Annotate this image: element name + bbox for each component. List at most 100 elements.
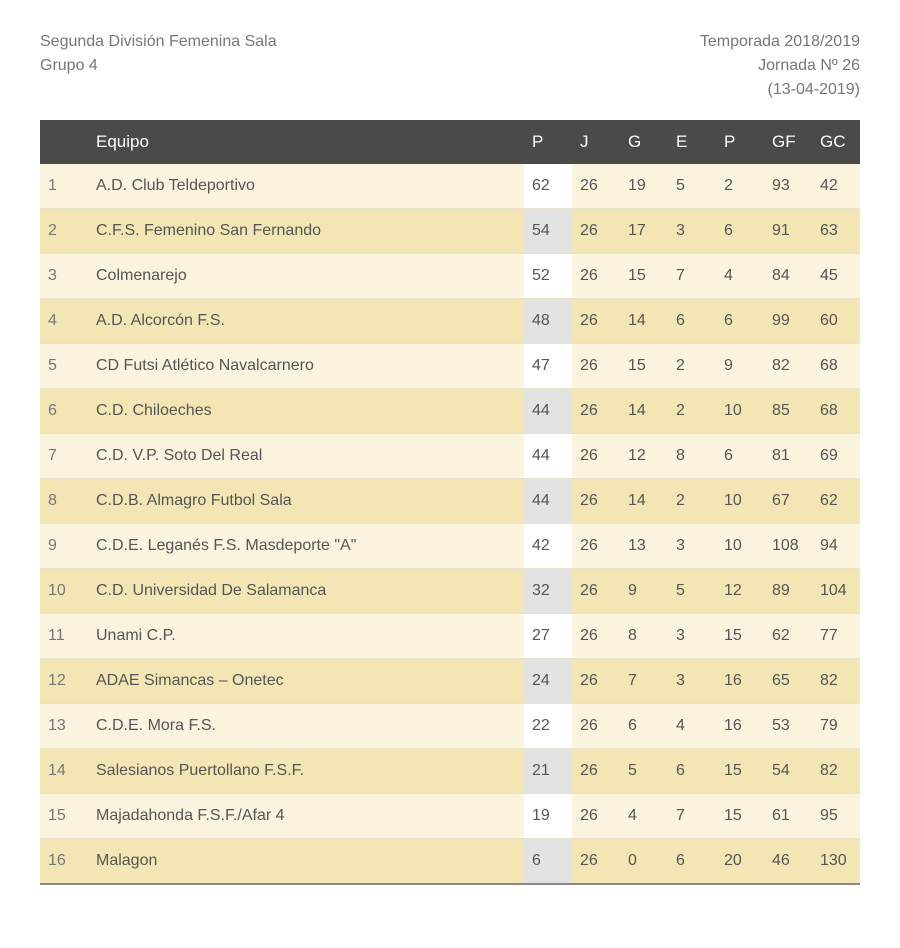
cell-lost: 15 xyxy=(716,794,764,839)
cell-lost: 16 xyxy=(716,659,764,704)
cell-gc: 130 xyxy=(812,839,860,885)
cell-points: 21 xyxy=(524,749,572,794)
cell-points: 42 xyxy=(524,524,572,569)
cell-gf: 93 xyxy=(764,164,812,209)
cell-gc: 79 xyxy=(812,704,860,749)
cell-played: 26 xyxy=(572,209,620,254)
cell-gc: 82 xyxy=(812,749,860,794)
cell-played: 26 xyxy=(572,794,620,839)
cell-gf: 46 xyxy=(764,839,812,885)
cell-gc: 42 xyxy=(812,164,860,209)
cell-gc: 68 xyxy=(812,344,860,389)
cell-lost: 6 xyxy=(716,434,764,479)
cell-points: 47 xyxy=(524,344,572,389)
cell-won: 12 xyxy=(620,434,668,479)
cell-gc: 94 xyxy=(812,524,860,569)
cell-lost: 20 xyxy=(716,839,764,885)
col-gf: GF xyxy=(764,120,812,164)
cell-won: 13 xyxy=(620,524,668,569)
cell-points: 19 xyxy=(524,794,572,839)
cell-rank: 3 xyxy=(40,254,88,299)
cell-gc: 60 xyxy=(812,299,860,344)
cell-rank: 7 xyxy=(40,434,88,479)
cell-lost: 6 xyxy=(716,209,764,254)
cell-played: 26 xyxy=(572,389,620,434)
table-row: 2C.F.S. Femenino San Fernando54261736916… xyxy=(40,209,860,254)
cell-won: 6 xyxy=(620,704,668,749)
cell-gc: 62 xyxy=(812,479,860,524)
cell-lost: 10 xyxy=(716,524,764,569)
cell-draw: 2 xyxy=(668,344,716,389)
cell-rank: 16 xyxy=(40,839,88,885)
cell-team: ADAE Simancas – Onetec xyxy=(88,659,524,704)
cell-gc: 45 xyxy=(812,254,860,299)
cell-played: 26 xyxy=(572,614,620,659)
col-rank xyxy=(40,120,88,164)
cell-draw: 3 xyxy=(668,209,716,254)
cell-team: CD Futsi Atlético Navalcarnero xyxy=(88,344,524,389)
cell-won: 9 xyxy=(620,569,668,614)
cell-played: 26 xyxy=(572,659,620,704)
date-label: (13-04-2019) xyxy=(700,78,860,102)
cell-lost: 10 xyxy=(716,479,764,524)
group-name: Grupo 4 xyxy=(40,54,277,78)
cell-lost: 2 xyxy=(716,164,764,209)
col-lost: P xyxy=(716,120,764,164)
cell-team: A.D. Club Teldeportivo xyxy=(88,164,524,209)
cell-draw: 6 xyxy=(668,749,716,794)
cell-lost: 4 xyxy=(716,254,764,299)
cell-draw: 6 xyxy=(668,839,716,885)
col-points: P xyxy=(524,120,572,164)
cell-won: 7 xyxy=(620,659,668,704)
cell-points: 24 xyxy=(524,659,572,704)
cell-gf: 82 xyxy=(764,344,812,389)
cell-gf: 85 xyxy=(764,389,812,434)
cell-draw: 3 xyxy=(668,659,716,704)
cell-gc: 69 xyxy=(812,434,860,479)
table-row: 3Colmenarejo522615748445 xyxy=(40,254,860,299)
cell-points: 44 xyxy=(524,479,572,524)
cell-rank: 12 xyxy=(40,659,88,704)
cell-rank: 13 xyxy=(40,704,88,749)
cell-won: 0 xyxy=(620,839,668,885)
cell-won: 15 xyxy=(620,344,668,389)
cell-rank: 4 xyxy=(40,299,88,344)
cell-won: 15 xyxy=(620,254,668,299)
cell-draw: 7 xyxy=(668,794,716,839)
cell-team: C.D.B. Almagro Futbol Sala xyxy=(88,479,524,524)
cell-played: 26 xyxy=(572,299,620,344)
cell-lost: 12 xyxy=(716,569,764,614)
cell-played: 26 xyxy=(572,839,620,885)
cell-draw: 4 xyxy=(668,704,716,749)
cell-gc: 77 xyxy=(812,614,860,659)
cell-rank: 8 xyxy=(40,479,88,524)
cell-team: Majadahonda F.S.F./Afar 4 xyxy=(88,794,524,839)
cell-draw: 8 xyxy=(668,434,716,479)
cell-won: 4 xyxy=(620,794,668,839)
cell-team: C.F.S. Femenino San Fernando xyxy=(88,209,524,254)
table-row: 1A.D. Club Teldeportivo622619529342 xyxy=(40,164,860,209)
cell-draw: 2 xyxy=(668,389,716,434)
col-draw: E xyxy=(668,120,716,164)
cell-lost: 15 xyxy=(716,749,764,794)
cell-gc: 104 xyxy=(812,569,860,614)
cell-team: Unami C.P. xyxy=(88,614,524,659)
cell-points: 62 xyxy=(524,164,572,209)
cell-team: C.D. Universidad De Salamanca xyxy=(88,569,524,614)
cell-played: 26 xyxy=(572,704,620,749)
cell-played: 26 xyxy=(572,434,620,479)
cell-won: 8 xyxy=(620,614,668,659)
cell-won: 14 xyxy=(620,479,668,524)
cell-gf: 89 xyxy=(764,569,812,614)
cell-played: 26 xyxy=(572,479,620,524)
cell-gf: 65 xyxy=(764,659,812,704)
table-row: 7C.D. V.P. Soto Del Real442612868169 xyxy=(40,434,860,479)
cell-gc: 82 xyxy=(812,659,860,704)
col-gc: GC xyxy=(812,120,860,164)
table-row: 10C.D. Universidad De Salamanca322695128… xyxy=(40,569,860,614)
header-left: Segunda División Femenina Sala Grupo 4 xyxy=(40,30,277,102)
cell-gc: 63 xyxy=(812,209,860,254)
cell-gf: 81 xyxy=(764,434,812,479)
table-row: 16Malagon626062046130 xyxy=(40,839,860,885)
cell-rank: 6 xyxy=(40,389,88,434)
